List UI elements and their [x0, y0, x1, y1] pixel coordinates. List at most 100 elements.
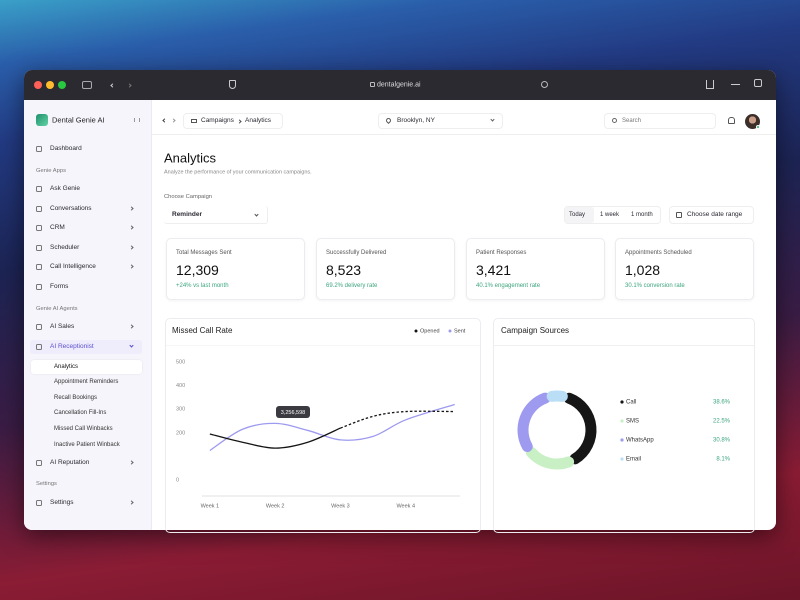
select-value: Reminder	[172, 210, 202, 218]
x-tick-label: Week 4	[396, 503, 415, 509]
legend-marker	[620, 457, 624, 461]
brand-name: Dental Genie AI	[52, 115, 105, 125]
subnav-item[interactable]: Inactive Patient Winback	[54, 442, 120, 448]
stat-value: 12,309	[176, 262, 219, 278]
stat-value: 1,028	[625, 262, 661, 278]
nav-section-title: Genie AI Agents	[36, 306, 78, 313]
sidebar-toggle[interactable]	[82, 81, 92, 89]
url-text: dentalgenie.ai	[377, 81, 421, 89]
line-series	[209, 427, 341, 449]
tabs-icon[interactable]	[754, 79, 762, 87]
title-bar	[24, 70, 776, 100]
breadcrumb-pill	[183, 113, 283, 129]
minimize-button[interactable]	[46, 81, 54, 89]
new-tab-icon[interactable]	[731, 84, 740, 85]
subnav-item[interactable]: Analytics	[54, 364, 79, 370]
card-divider	[494, 345, 754, 346]
topbar-divider	[152, 134, 776, 135]
legend-label: Sent	[454, 328, 466, 334]
stat-label: Appointments Scheduled	[625, 250, 692, 256]
stat-note: +24% vs last month	[176, 283, 229, 289]
brand-logo	[36, 114, 48, 126]
subnav-highlight	[31, 360, 142, 374]
nav-item[interactable]: Ask Genie	[50, 184, 80, 192]
y-tick-label: 0	[176, 477, 179, 483]
collapse-icon	[134, 118, 140, 122]
stat-card	[615, 238, 754, 300]
stat-note: 69.2% delivery rate	[326, 283, 378, 289]
share-icon[interactable]	[706, 80, 714, 89]
browser-window	[24, 70, 776, 530]
field-label: Choose Campaign	[164, 194, 213, 201]
location-pill[interactable]	[378, 113, 503, 129]
y-tick-label: 400	[176, 383, 185, 389]
legend-label: WhatsApp	[626, 438, 654, 444]
status-dot	[756, 125, 760, 129]
nav-item[interactable]: Forms	[50, 282, 69, 290]
page-subtitle: Analyze the performance of your communic…	[164, 169, 312, 176]
y-tick-label: 300	[176, 407, 185, 413]
stat-card	[466, 238, 605, 300]
legend-label: Call	[626, 400, 636, 406]
nav-icon	[36, 225, 42, 231]
legend-value: 22.5%	[713, 419, 731, 425]
nav-item[interactable]: Scheduler	[50, 243, 80, 251]
close-button[interactable]	[34, 81, 42, 89]
nav-item[interactable]: AI Receptionist	[50, 342, 94, 350]
donut-segment	[563, 392, 597, 465]
range-button[interactable]: Today	[569, 212, 586, 218]
lock-icon	[370, 82, 375, 87]
stat-label: Patient Responses	[476, 250, 527, 256]
nav-item[interactable]: Conversations	[50, 204, 92, 212]
nav-section-title: Genie Apps	[36, 168, 66, 175]
tooltip	[276, 406, 310, 418]
zoom-button[interactable]	[58, 81, 66, 89]
legend-label: SMS	[626, 419, 639, 425]
legend-marker	[620, 438, 624, 442]
nav-item[interactable]: AI Sales	[50, 322, 75, 330]
stat-note: 40.1% engagement rate	[476, 283, 541, 289]
nav-item[interactable]: Settings	[50, 498, 74, 506]
range-group	[564, 206, 661, 224]
nav-icon	[36, 146, 42, 152]
x-tick-label: Week 1	[201, 503, 220, 509]
legend-marker	[414, 329, 418, 333]
subnav-item[interactable]: Recall Bookings	[54, 395, 98, 401]
nav-icon	[36, 500, 42, 506]
nav-section-title: Settings	[36, 481, 57, 488]
megaphone-icon	[191, 119, 197, 123]
nav-item[interactable]: Call Intelligence	[50, 262, 96, 270]
search-box[interactable]	[604, 113, 716, 129]
nav-item[interactable]: Dashboard	[50, 144, 82, 152]
reload-icon[interactable]	[541, 81, 548, 88]
legend-marker	[448, 329, 452, 333]
campaign-select[interactable]	[164, 206, 268, 224]
subnav-item[interactable]: Missed Call Winbacks	[54, 426, 113, 432]
range-button[interactable]: 1 month	[631, 212, 653, 218]
nav-icon	[36, 344, 42, 350]
stat-card	[316, 238, 455, 300]
breadcrumb-current: Analytics	[245, 116, 272, 124]
page-title: Analytics	[164, 150, 217, 166]
nav-item[interactable]: CRM	[50, 223, 65, 231]
nav-icon	[36, 284, 42, 290]
notification-icon[interactable]	[728, 117, 735, 124]
range-button[interactable]: 1 week	[600, 212, 620, 218]
legend-label: Opened	[420, 328, 440, 334]
chart-card	[165, 318, 481, 533]
legend-value: 38.6%	[713, 400, 731, 406]
breadcrumb-link[interactable]: Campaigns	[201, 116, 234, 124]
y-tick-label: 200	[176, 430, 185, 436]
chart-title: Missed Call Rate	[172, 326, 233, 335]
subnav-item[interactable]: Cancellation Fill-Ins	[54, 410, 107, 416]
legend-value: 8.1%	[716, 457, 730, 463]
nav-item[interactable]: AI Reputation	[50, 458, 90, 466]
donut-segment	[517, 392, 551, 453]
chart-title: Campaign Sources	[501, 326, 569, 335]
subnav-item[interactable]: Appointment Reminders	[54, 379, 119, 385]
date-range-button[interactable]	[669, 206, 754, 224]
nav-item-active	[30, 340, 142, 354]
nav-icon	[36, 264, 42, 270]
